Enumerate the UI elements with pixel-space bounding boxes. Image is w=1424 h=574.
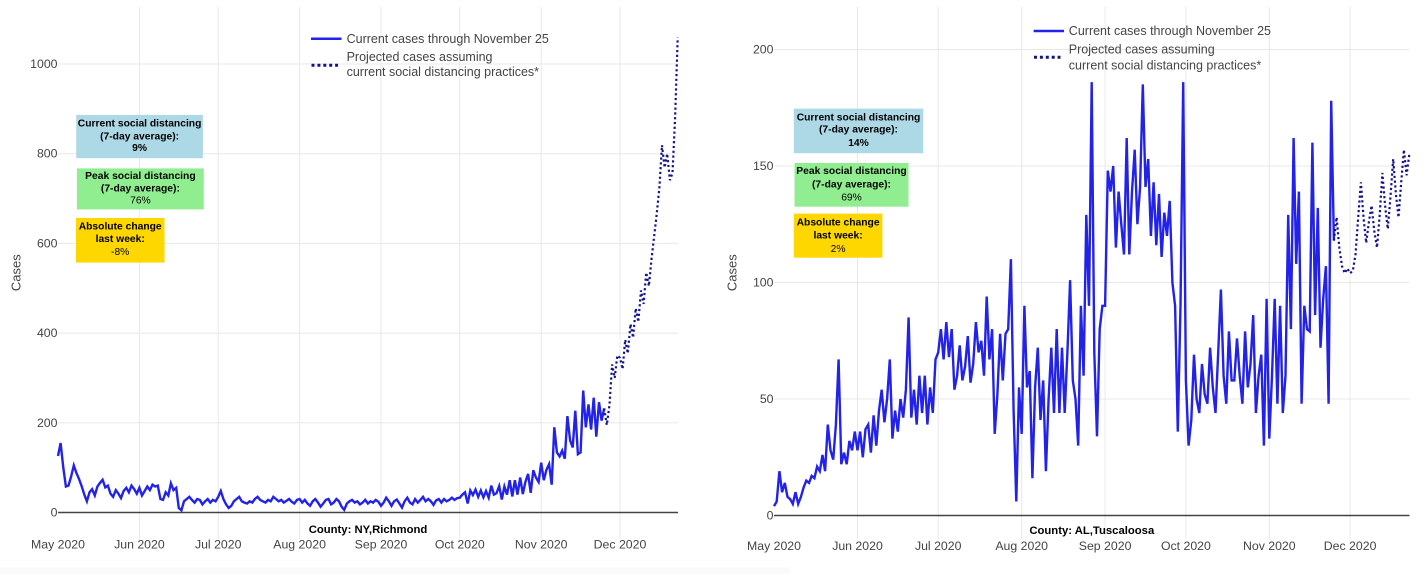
svg-text:Projected cases assuming: Projected cases assuming	[347, 50, 493, 64]
svg-text:last week:: last week:	[813, 230, 862, 241]
svg-text:Current cases through November: Current cases through November 25	[347, 32, 549, 46]
svg-text:Jul 2020: Jul 2020	[915, 539, 962, 553]
svg-text:May 2020: May 2020	[747, 539, 801, 553]
svg-text:Absolute change: Absolute change	[79, 222, 162, 233]
svg-text:100: 100	[753, 276, 774, 290]
svg-text:1000: 1000	[30, 57, 58, 71]
svg-text:0: 0	[767, 509, 774, 523]
svg-text:Cases: Cases	[8, 254, 23, 291]
svg-text:current social distancing prac: current social distancing practices*	[347, 65, 540, 79]
svg-text:Projected cases assuming: Projected cases assuming	[1069, 42, 1215, 56]
svg-text:Dec 2020: Dec 2020	[594, 537, 647, 551]
svg-text:Oct 2020: Oct 2020	[1161, 539, 1211, 553]
svg-text:Nov 2020: Nov 2020	[515, 537, 568, 551]
svg-text:50: 50	[760, 392, 774, 406]
svg-text:Jun 2020: Jun 2020	[114, 537, 165, 551]
svg-text:Cases: Cases	[725, 254, 740, 291]
svg-text:Sep 2020: Sep 2020	[1079, 539, 1132, 553]
svg-text:Aug 2020: Aug 2020	[995, 539, 1048, 553]
svg-text:Peak social distancing: Peak social distancing	[85, 171, 195, 182]
svg-text:2%: 2%	[831, 244, 846, 255]
svg-text:County: AL,Tuscaloosa: County: AL,Tuscaloosa	[1029, 525, 1155, 537]
svg-text:(7-day average):: (7-day average):	[819, 125, 898, 136]
svg-text:400: 400	[37, 326, 58, 340]
svg-text:Jun 2020: Jun 2020	[832, 539, 883, 553]
svg-text:600: 600	[37, 236, 58, 250]
svg-text:69%: 69%	[841, 192, 862, 203]
svg-text:(7-day average):: (7-day average):	[101, 184, 180, 195]
svg-text:County: NY,Richmond: County: NY,Richmond	[309, 524, 428, 536]
svg-text:(7-day average):: (7-day average):	[812, 179, 891, 190]
svg-text:Oct 2020: Oct 2020	[435, 537, 485, 551]
svg-text:Current cases through November: Current cases through November 25	[1069, 24, 1271, 38]
svg-text:Absolute change: Absolute change	[797, 218, 880, 229]
svg-text:Nov 2020: Nov 2020	[1243, 539, 1296, 553]
svg-text:-8%: -8%	[111, 247, 129, 258]
svg-text:200: 200	[37, 416, 58, 430]
svg-text:150: 150	[753, 159, 774, 173]
svg-text:Peak social distancing: Peak social distancing	[796, 166, 906, 177]
svg-text:200: 200	[753, 43, 774, 57]
svg-text:Current social distancing: Current social distancing	[78, 119, 202, 130]
svg-text:May 2020: May 2020	[31, 537, 85, 551]
svg-text:current social distancing prac: current social distancing practices*	[1069, 58, 1262, 72]
svg-text:76%: 76%	[130, 196, 151, 207]
svg-text:14%: 14%	[848, 138, 869, 149]
svg-text:last week:: last week:	[96, 234, 145, 245]
svg-text:Aug 2020: Aug 2020	[273, 537, 326, 551]
svg-text:0: 0	[51, 506, 58, 520]
svg-text:Jul 2020: Jul 2020	[195, 537, 242, 551]
svg-text:(7-day average):: (7-day average):	[100, 131, 179, 142]
svg-text:Sep 2020: Sep 2020	[355, 537, 408, 551]
svg-text:800: 800	[37, 147, 58, 161]
svg-text:9%: 9%	[132, 143, 147, 154]
svg-text:Current social distancing: Current social distancing	[797, 112, 921, 123]
svg-text:Dec 2020: Dec 2020	[1324, 539, 1377, 553]
